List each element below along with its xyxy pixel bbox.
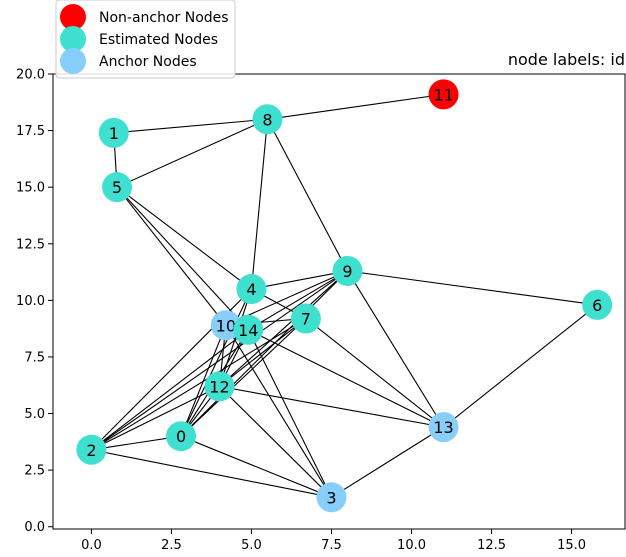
legend-label-1: Estimated Nodes: [99, 32, 218, 48]
node-6: [582, 289, 613, 320]
node-label-12: 12: [209, 377, 229, 396]
node-1: [98, 117, 129, 148]
node-3: [316, 482, 347, 513]
edge-8-4: [250, 119, 269, 290]
y-axis-ticks: 0.0 2.5 5.0 7.5 10.0 12.5 15.0 17.5 20.0: [16, 68, 53, 535]
edge-5-8: [116, 118, 268, 188]
edge-14-3: [247, 329, 332, 498]
edge-7-12: [219, 318, 307, 387]
node-4: [236, 274, 267, 305]
legend-marker-0: [60, 4, 86, 30]
node-8: [252, 104, 283, 135]
node-label-5: 5: [112, 178, 122, 197]
edge-9-13: [347, 270, 445, 428]
x-tick-label: 10.0: [397, 538, 426, 553]
axes-frame: [52, 73, 626, 530]
edge-14-13: [248, 329, 444, 428]
node-label-3: 3: [326, 488, 336, 507]
y-tick-label: 2.5: [24, 464, 45, 479]
x-axis-ticks: 0.0 2.5 5.0 7.5 10.0 12.5 15.0: [81, 529, 586, 553]
edge-12-3: [219, 385, 332, 498]
y-tick-label: 20.0: [16, 68, 45, 83]
legend: Non-anchor Nodes Estimated Nodes Anchor No…: [55, 0, 236, 79]
edge-4-12: [218, 288, 252, 387]
edge-7-0: [180, 318, 307, 437]
edge-7-13: [305, 318, 444, 428]
y-tick-label: 12.5: [16, 237, 45, 252]
edge-9-0: [180, 270, 348, 437]
legend-marker-2: [60, 48, 86, 74]
edge-9-2: [91, 270, 348, 451]
edge-8-11: [267, 93, 444, 120]
node-label-1: 1: [109, 124, 119, 143]
node-label-13: 13: [433, 418, 453, 437]
edge-5-10: [116, 186, 227, 326]
edge-3-13: [331, 426, 444, 498]
edge-10-0: [180, 325, 227, 437]
edge-9-6: [347, 270, 598, 306]
y-tick-label: 10.0: [16, 294, 45, 309]
y-tick-label: 5.0: [24, 407, 45, 422]
edge-9-12: [219, 270, 348, 387]
edge-8-9: [266, 119, 348, 272]
node-13: [428, 412, 459, 443]
edge-6-13: [443, 304, 598, 428]
node-5: [102, 172, 133, 203]
y-tick-label: 7.5: [24, 350, 45, 365]
legend-label-0: Non-anchor Nodes: [99, 10, 229, 26]
node-label-9: 9: [342, 262, 352, 281]
node-10: [210, 310, 241, 341]
y-tick-label: 0.0: [24, 520, 45, 535]
edge-0-3: [180, 435, 332, 498]
node-12: [204, 371, 235, 402]
x-tick-label: 12.5: [477, 538, 506, 553]
node-label-0: 0: [176, 427, 186, 446]
node-11: [428, 79, 459, 110]
x-tick-label: 2.5: [161, 538, 182, 553]
edge-2-3: [91, 449, 332, 498]
node-label-8: 8: [262, 110, 272, 129]
node-label-14: 14: [238, 321, 258, 340]
node-label-11: 11: [433, 85, 453, 104]
edge-4-9: [251, 270, 348, 290]
legend-label-2: Anchor Nodes: [99, 54, 197, 70]
node-7: [290, 303, 321, 334]
node-0: [166, 421, 197, 452]
x-tick-label: 15.0: [557, 538, 586, 553]
node-9: [332, 255, 363, 286]
x-tick-label: 0.0: [81, 538, 102, 553]
x-tick-label: 5.0: [241, 538, 262, 553]
node-label-10: 10: [216, 316, 236, 335]
edge-2-0: [91, 435, 182, 451]
edge-9-14: [247, 270, 348, 331]
edge-5-14: [116, 186, 249, 331]
edge-12-13: [219, 385, 444, 428]
node-14: [233, 314, 264, 345]
plot-title: node labels: id: [508, 50, 625, 69]
edge-14-2: [91, 329, 249, 451]
legend-marker-1: [60, 26, 86, 52]
node-label-2: 2: [86, 441, 96, 460]
x-tick-label: 7.5: [321, 538, 342, 553]
y-tick-label: 17.5: [16, 124, 45, 139]
legend-box: [55, 0, 236, 79]
node-2: [76, 434, 107, 465]
edge-1-8: [113, 118, 268, 134]
edge-10-3: [225, 324, 332, 498]
node-label-6: 6: [592, 296, 602, 315]
node-label-7: 7: [301, 309, 311, 328]
edge-12-2: [91, 385, 220, 451]
edge-5-4: [116, 186, 252, 290]
y-tick-label: 15.0: [16, 181, 45, 196]
node-label-4: 4: [246, 280, 256, 299]
